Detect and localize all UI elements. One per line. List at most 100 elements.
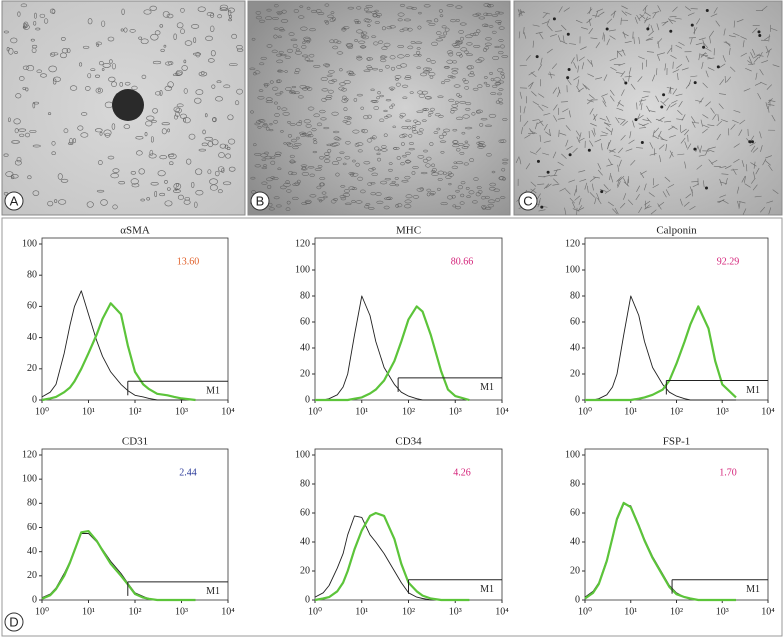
cell [501, 168, 506, 172]
cell [646, 105, 650, 113]
cell [740, 52, 748, 57]
x-tick-label: 10⁰ [308, 606, 322, 617]
cell [448, 98, 455, 102]
y-tick-label: 60 [27, 522, 37, 533]
cell [618, 176, 625, 182]
cell [94, 128, 103, 133]
cell [652, 135, 659, 140]
cell [685, 55, 690, 63]
cell [135, 136, 144, 140]
cell [58, 199, 67, 205]
cell [363, 69, 371, 72]
cell [168, 61, 174, 66]
cell [705, 70, 709, 78]
cell [260, 56, 267, 60]
cell [593, 113, 598, 121]
cell [446, 195, 453, 200]
cell [420, 72, 428, 77]
cell [451, 67, 459, 71]
cell [453, 44, 461, 48]
x-tick-label: 10² [129, 406, 142, 417]
cell [451, 194, 456, 199]
cell [578, 198, 582, 205]
cell [480, 196, 486, 200]
cell [210, 50, 216, 57]
cell [399, 29, 405, 33]
histogram-line [584, 501, 736, 602]
cell [689, 186, 693, 194]
panel-label-c: C [518, 191, 538, 211]
cell [288, 171, 294, 175]
cell [537, 64, 543, 71]
cell [374, 146, 380, 151]
cell [377, 157, 382, 162]
cell [617, 181, 621, 188]
cell [277, 70, 284, 73]
cell [645, 38, 653, 41]
cell [290, 38, 298, 42]
cell [577, 87, 584, 93]
cell [599, 117, 607, 121]
cell [523, 106, 526, 114]
cell [87, 18, 93, 25]
cell [634, 118, 638, 122]
cell [301, 202, 308, 205]
cell [421, 90, 429, 95]
cell [438, 9, 443, 13]
cell [768, 164, 773, 171]
cell [639, 127, 647, 129]
cell [605, 27, 609, 31]
cell [286, 189, 292, 193]
panel-d-frame [1, 217, 783, 637]
cell [595, 42, 601, 49]
cell [405, 159, 411, 164]
cell [541, 104, 549, 109]
cell [397, 12, 405, 17]
cell [617, 51, 623, 57]
cell [167, 153, 175, 157]
cell [370, 136, 375, 139]
cell [195, 190, 204, 196]
cell [82, 45, 90, 49]
cell [324, 152, 330, 156]
cell [380, 180, 388, 185]
cell [264, 151, 270, 155]
cell [408, 142, 415, 145]
cell [742, 208, 747, 215]
cell [294, 181, 301, 186]
cell [464, 86, 470, 90]
cell [459, 151, 465, 155]
cell [273, 34, 278, 39]
cell [466, 65, 472, 70]
cell [327, 89, 334, 94]
cell [633, 36, 635, 44]
cell [671, 100, 678, 104]
cell [768, 99, 776, 102]
cell [214, 170, 220, 177]
cell [604, 122, 612, 126]
cell [621, 49, 626, 56]
cell [716, 120, 723, 127]
cell [518, 10, 522, 18]
cell [646, 27, 650, 31]
cell [294, 71, 300, 75]
cell [546, 48, 553, 54]
cell [478, 16, 486, 20]
cell [97, 160, 103, 165]
cell [130, 178, 139, 185]
cell [593, 113, 596, 121]
cell [304, 200, 312, 205]
cell [752, 27, 758, 34]
cell [177, 194, 184, 200]
cell [18, 128, 27, 132]
cell [283, 182, 291, 187]
cell [284, 55, 291, 59]
cell [251, 190, 256, 194]
cell [371, 35, 377, 38]
cell [218, 152, 225, 159]
cell [702, 114, 709, 119]
cell [180, 28, 185, 34]
cell [411, 7, 417, 10]
cell [530, 188, 537, 194]
cell [277, 167, 282, 171]
